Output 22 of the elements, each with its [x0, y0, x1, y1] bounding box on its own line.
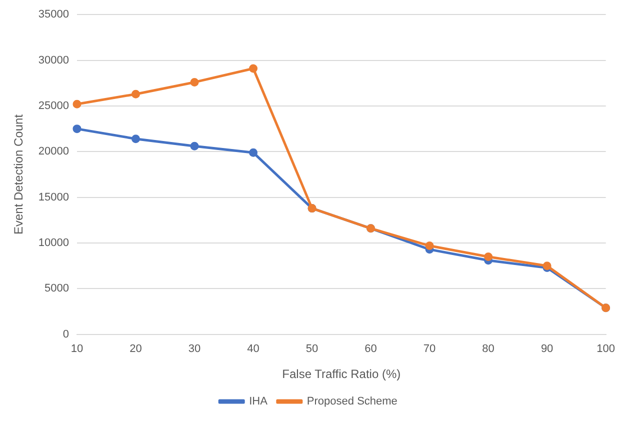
x-tick-label: 10	[70, 343, 84, 356]
y-tick-label: 15000	[38, 191, 69, 204]
y-axis-title: Event Detection Count	[12, 114, 26, 235]
legend-label: Proposed Scheme	[306, 396, 398, 408]
y-tick-label: 25000	[38, 100, 69, 112]
x-tick-label: 50	[306, 343, 318, 356]
x-tick-label: 70	[423, 343, 436, 356]
x-tick-label: 20	[130, 343, 142, 356]
legend-label: IHA	[249, 396, 268, 408]
x-tick-label: 100	[596, 343, 616, 356]
y-tick-label: 10000	[38, 237, 69, 250]
y-tick-label: 5000	[44, 282, 69, 295]
x-tick-label: 80	[482, 343, 494, 356]
x-axis-title: False Traffic Ratio (%)	[282, 367, 401, 382]
y-tick-label: 35000	[38, 8, 69, 21]
y-tick-label: 30000	[38, 54, 69, 66]
y-tick-label: 0	[62, 328, 69, 340]
x-tick-label: 90	[540, 343, 554, 356]
y-tick-label: 20000	[38, 146, 69, 158]
x-tick-label: 60	[364, 343, 377, 356]
x-tick-label: 30	[188, 343, 201, 356]
x-tick-label: 40	[247, 343, 260, 356]
